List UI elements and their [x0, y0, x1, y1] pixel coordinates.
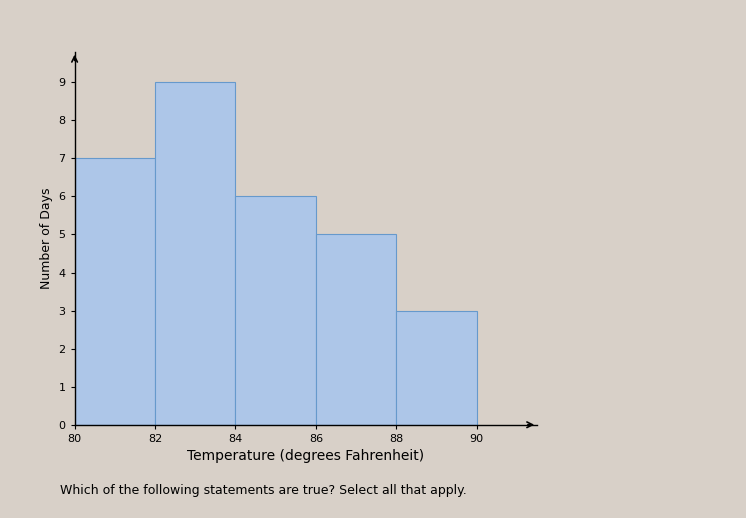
Bar	[75, 159, 155, 425]
Bar	[236, 196, 316, 425]
X-axis label: Temperature (degrees Fahrenheit): Temperature (degrees Fahrenheit)	[187, 449, 424, 463]
Bar	[155, 82, 236, 425]
Text: Which of the following statements are true? Select all that apply.: Which of the following statements are tr…	[60, 484, 466, 497]
Bar	[396, 311, 477, 425]
Bar	[316, 235, 396, 425]
Y-axis label: Number of Days: Number of Days	[40, 188, 53, 289]
